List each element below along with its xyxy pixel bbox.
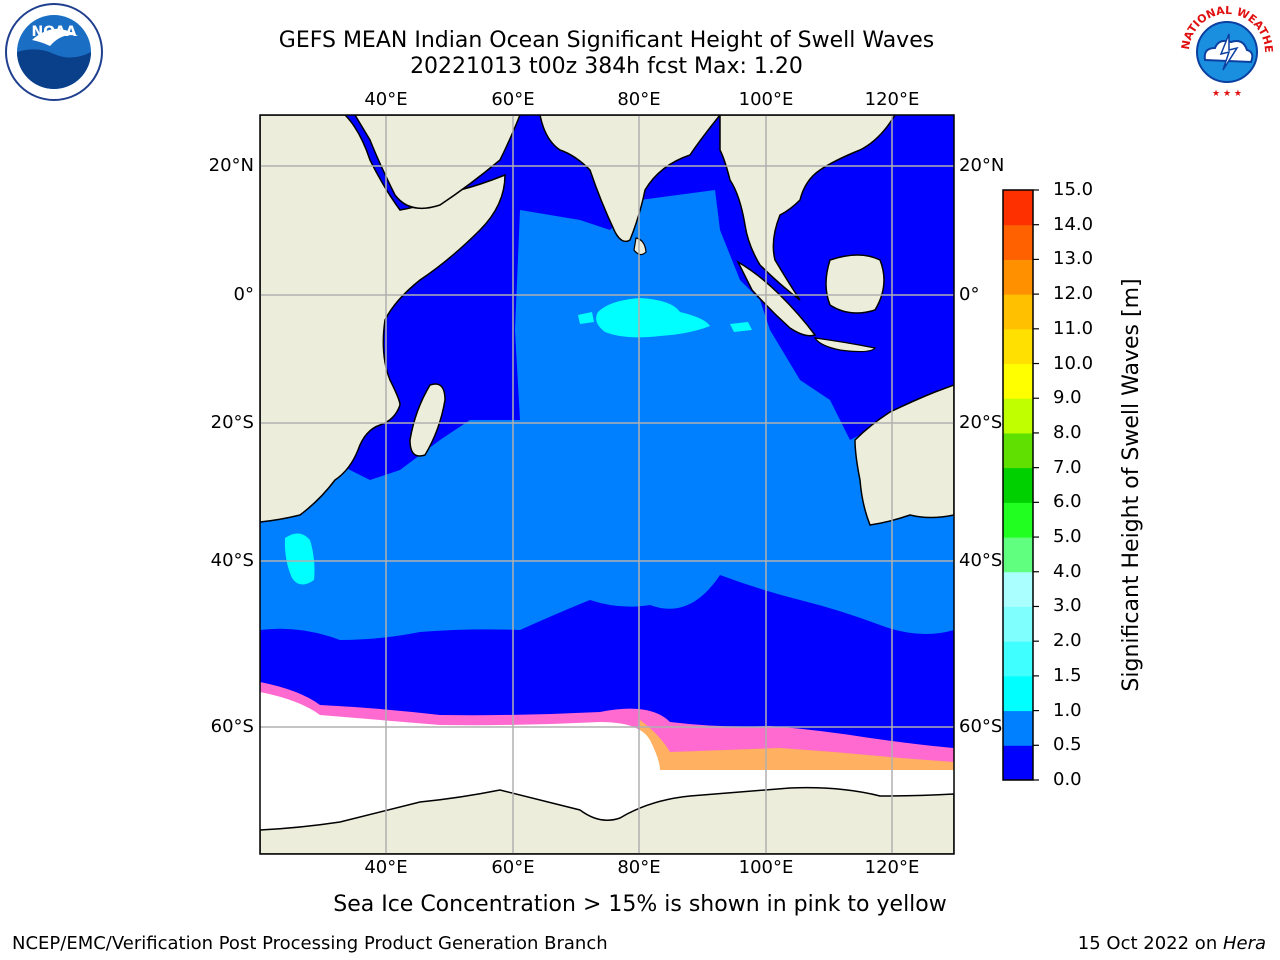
lat-label-left-60s: 60°S [210,716,254,737]
lat-label-left-40s: 40°S [210,550,254,571]
colorbar-segment [1003,467,1033,503]
colorbar-tick-label: 2.0 [1053,630,1082,652]
lon-label-top-80e: 80°E [617,89,661,110]
australia-landmass [854,384,954,526]
map-frame [259,114,955,855]
national-weather-service-logo-icon: NATIONAL WEATHER SERVICE ★ ★ ★ [1173,0,1277,104]
lat-label-left-20s: 20°S [210,412,254,433]
colorbar-tick-label: 10.0 [1053,352,1094,374]
colorbar-segment [1003,363,1033,399]
colorbar-segment [1003,675,1033,712]
colorbar-segment [1003,224,1033,260]
lat-label-left-0: 0° [233,284,254,305]
colorbar-segment [1003,328,1033,365]
colorbar-segment [1003,606,1033,642]
colorbar-segment [1003,641,1033,677]
colorbar-tick-label: 4.0 [1053,560,1082,582]
lon-label-bottom-100e: 100°E [738,857,794,878]
sea-ice-margin [640,720,954,770]
lat-label-left-20n: 20°N [208,155,254,176]
lat-label-right-40s: 40°S [959,550,1003,571]
colorbar-tick-label: 13.0 [1053,248,1094,270]
cyan-patch-small [578,312,594,324]
cyan-patch-southwest [284,533,315,585]
india-landmass [539,115,721,243]
colorbar-tick-label: 3.0 [1053,595,1082,617]
lon-label-bottom-60e: 60°E [491,857,535,878]
map-gridlines [260,115,954,854]
footer-branch: NCEP/EMC/Verification Post Processing Pr… [12,933,608,954]
lon-label-bottom-120e: 120°E [864,857,920,878]
chart-subtitle: 20221013 t00z 384h fcst Max: 1.20 [410,54,803,79]
sumatra-landmass [736,260,817,337]
colorbar-tick-label: 1.0 [1053,699,1082,721]
svg-text:★ ★ ★: ★ ★ ★ [1212,89,1242,99]
cyan-patch-east [730,322,752,332]
colorbar-segment [1003,502,1033,538]
svg-text:NOAA: NOAA [32,24,77,40]
colorbar-tick-label: 9.0 [1053,387,1082,409]
colorbar-label: Significant Height of Swell Waves [m] [1119,278,1144,692]
lat-label-right-20n: 20°N [959,155,1005,176]
colorbar-tick-label: 1.5 [1053,664,1082,686]
colorbar-tick-label: 8.0 [1053,421,1082,443]
cyan-patch-equatorial [596,298,710,338]
colorbar-tick-label: 6.0 [1053,491,1082,513]
lat-label-right-60s: 60°S [959,716,1003,737]
lat-label-right-20s: 20°S [959,412,1003,433]
lat-label-right-0: 0° [959,284,980,305]
colorbar-segment [1003,710,1033,746]
colorbar-tick-label: 7.0 [1053,456,1082,478]
colorbar-tick-label: 12.0 [1053,283,1094,305]
low-swell-region-south [260,575,954,760]
colorbar-segment [1003,259,1033,295]
lon-label-top-120e: 120°E [864,89,920,110]
lon-label-top-40e: 40°E [364,89,408,110]
colorbar-segment [1003,571,1033,607]
colorbar-segment [1003,398,1033,434]
lon-label-top-100e: 100°E [738,89,794,110]
borneo-landmass [825,254,885,314]
colorbar-segment [1003,294,1033,330]
lon-label-top-60e: 60°E [491,89,535,110]
colorbar-tick-label: 5.0 [1053,526,1082,548]
colorbar-segment [1003,537,1033,573]
lon-label-bottom-80e: 80°E [617,857,661,878]
chart-title: GEFS MEAN Indian Ocean Significant Heigh… [278,28,935,53]
sri-lanka-landmass [633,237,647,256]
noaa-logo-icon: NOAA [2,2,106,106]
colorbar [1002,189,1039,781]
colorbar-tick-label: 15.0 [1053,179,1094,200]
footer-machine: Hera [1222,933,1266,954]
java-landmass [813,337,877,353]
colorbar-tick-label: 0.5 [1053,734,1082,756]
colorbar-tick-label: 14.0 [1053,213,1094,235]
colorbar-segment [1003,745,1033,781]
lon-label-bottom-40e: 40°E [364,857,408,878]
footer-on-text: on [1189,933,1223,954]
southeast-asia-landmass [719,115,896,301]
colorbar-tick-label: 0.0 [1053,769,1082,790]
colorbar-frame [1002,189,1034,781]
colorbar-tick-label: 11.0 [1053,317,1094,339]
colorbar-segment [1003,432,1033,469]
arabia-landmass [354,115,521,210]
sea-ice-note: Sea Ice Concentration > 15% is shown in … [333,892,947,917]
footer-date: 15 Oct 2022 on Hera [1078,933,1266,954]
colorbar-segment [1003,190,1033,226]
footer-date-text: 15 Oct 2022 [1077,933,1190,954]
